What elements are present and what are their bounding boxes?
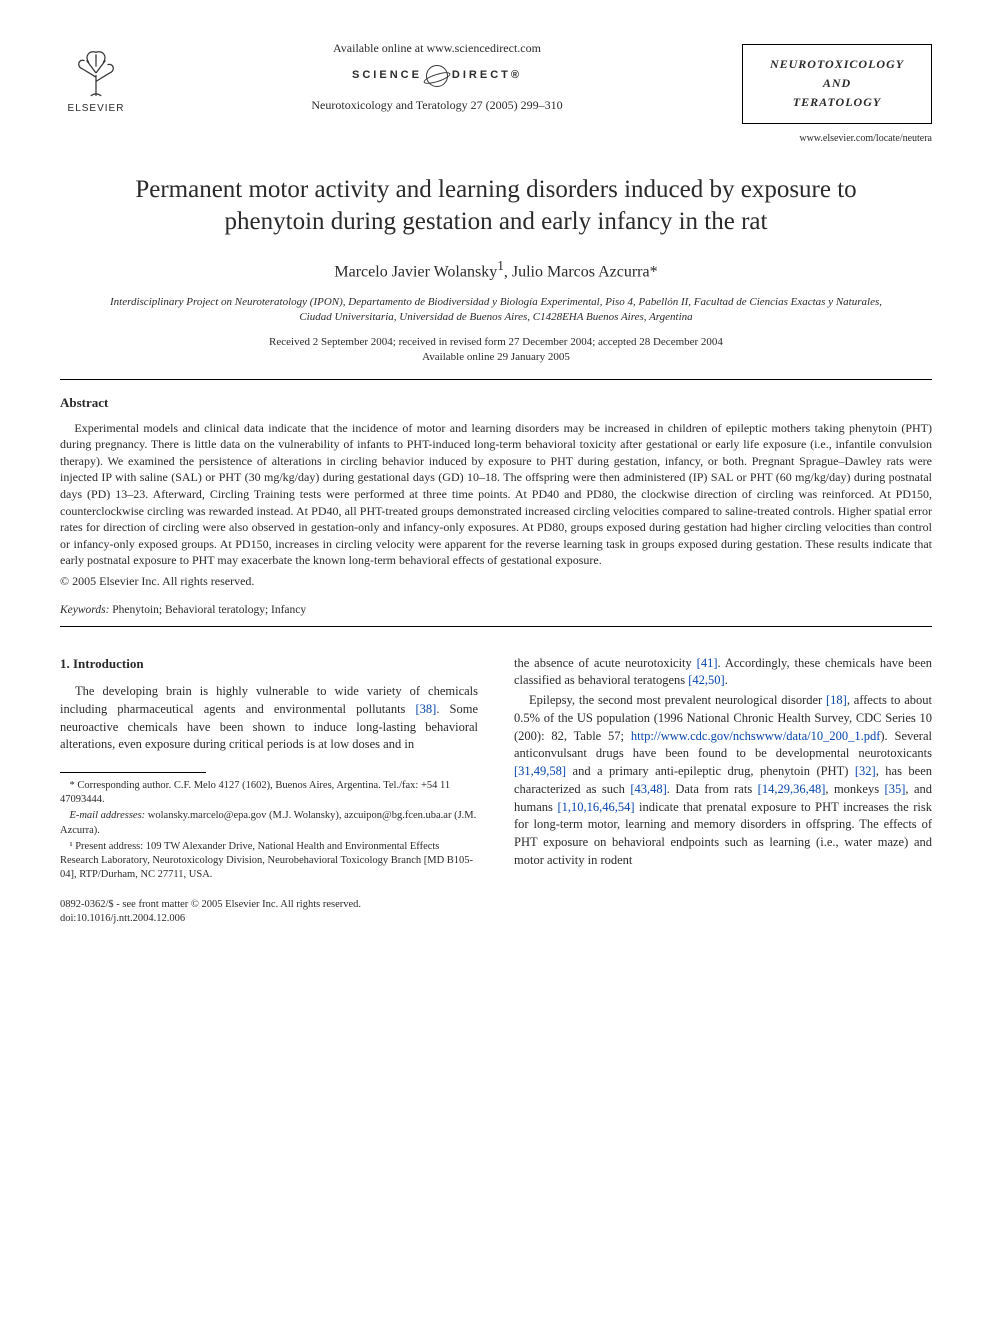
right-column: the absence of acute neurotoxicity [41].… <box>514 655 932 926</box>
keywords-line: Keywords: Phenytoin; Behavioral teratolo… <box>60 602 932 618</box>
sd-left: SCIENCE <box>352 68 422 83</box>
left-column: 1. Introduction The developing brain is … <box>60 655 478 926</box>
abstract-block: Abstract Experimental models and clinica… <box>60 394 932 590</box>
article-title: Permanent motor activity and learning di… <box>90 174 902 239</box>
dates-received: Received 2 September 2004; received in r… <box>60 335 932 350</box>
footer-front-matter: 0892-0362/$ - see front matter © 2005 El… <box>60 898 478 912</box>
elsevier-tree-icon <box>70 46 122 98</box>
footnote-emails: E-mail addresses: wolansky.marcelo@epa.g… <box>60 809 478 837</box>
intro-para-1: The developing brain is highly vulnerabl… <box>60 683 478 754</box>
journal-url: www.elsevier.com/locate/neutera <box>742 132 932 146</box>
rule-top <box>60 379 932 380</box>
sd-right: DIRECT® <box>452 68 522 83</box>
journal-reference: Neurotoxicology and Teratology 27 (2005)… <box>132 97 742 114</box>
section-heading-intro: 1. Introduction <box>60 655 478 673</box>
sciencedirect-logo: SCIENCE DIRECT® <box>132 65 742 87</box>
elsevier-logo: ELSEVIER <box>60 46 132 126</box>
abstract-heading: Abstract <box>60 394 932 412</box>
globe-icon <box>426 65 448 87</box>
footnotes: * Corresponding author. C.F. Melo 4127 (… <box>60 779 478 882</box>
footer-block: 0892-0362/$ - see front matter © 2005 El… <box>60 898 478 925</box>
header-center: Available online at www.sciencedirect.co… <box>132 38 742 114</box>
footnote-separator <box>60 772 206 773</box>
brand-line: NEUROTOXICOLOGY <box>751 55 923 74</box>
brand-line: AND <box>751 74 923 93</box>
keywords-label: Keywords: <box>60 604 109 616</box>
keywords-text: Phenytoin; Behavioral teratology; Infanc… <box>109 604 306 616</box>
header-right: NEUROTOXICOLOGY AND TERATOLOGY www.elsev… <box>742 38 932 146</box>
brand-line: TERATOLOGY <box>751 93 923 112</box>
abstract-copyright: © 2005 Elsevier Inc. All rights reserved… <box>60 573 932 590</box>
body-two-column: 1. Introduction The developing brain is … <box>60 655 932 926</box>
email-label: E-mail addresses: <box>69 810 145 821</box>
footnote-present-address: ¹ Present address: 109 TW Alexander Driv… <box>60 840 478 883</box>
elsevier-label: ELSEVIER <box>68 102 125 116</box>
footnote-corresponding: * Corresponding author. C.F. Melo 4127 (… <box>60 779 478 807</box>
dates-online: Available online 29 January 2005 <box>60 350 932 365</box>
journal-header: ELSEVIER Available online at www.science… <box>60 38 932 146</box>
intro-para-1-cont: the absence of acute neurotoxicity [41].… <box>514 655 932 691</box>
footer-doi: doi:10.1016/j.ntt.2004.12.006 <box>60 912 478 926</box>
abstract-text: Experimental models and clinical data in… <box>60 420 932 569</box>
affiliation: Interdisciplinary Project on Neuroterato… <box>100 295 892 325</box>
authors: Marcelo Javier Wolansky1, Julio Marcos A… <box>60 257 932 284</box>
journal-brand-box: NEUROTOXICOLOGY AND TERATOLOGY <box>742 44 932 124</box>
intro-para-2: Epilepsy, the second most prevalent neur… <box>514 692 932 870</box>
rule-bottom <box>60 626 932 627</box>
article-dates: Received 2 September 2004; received in r… <box>60 335 932 365</box>
available-online-text: Available online at www.sciencedirect.co… <box>132 40 742 57</box>
